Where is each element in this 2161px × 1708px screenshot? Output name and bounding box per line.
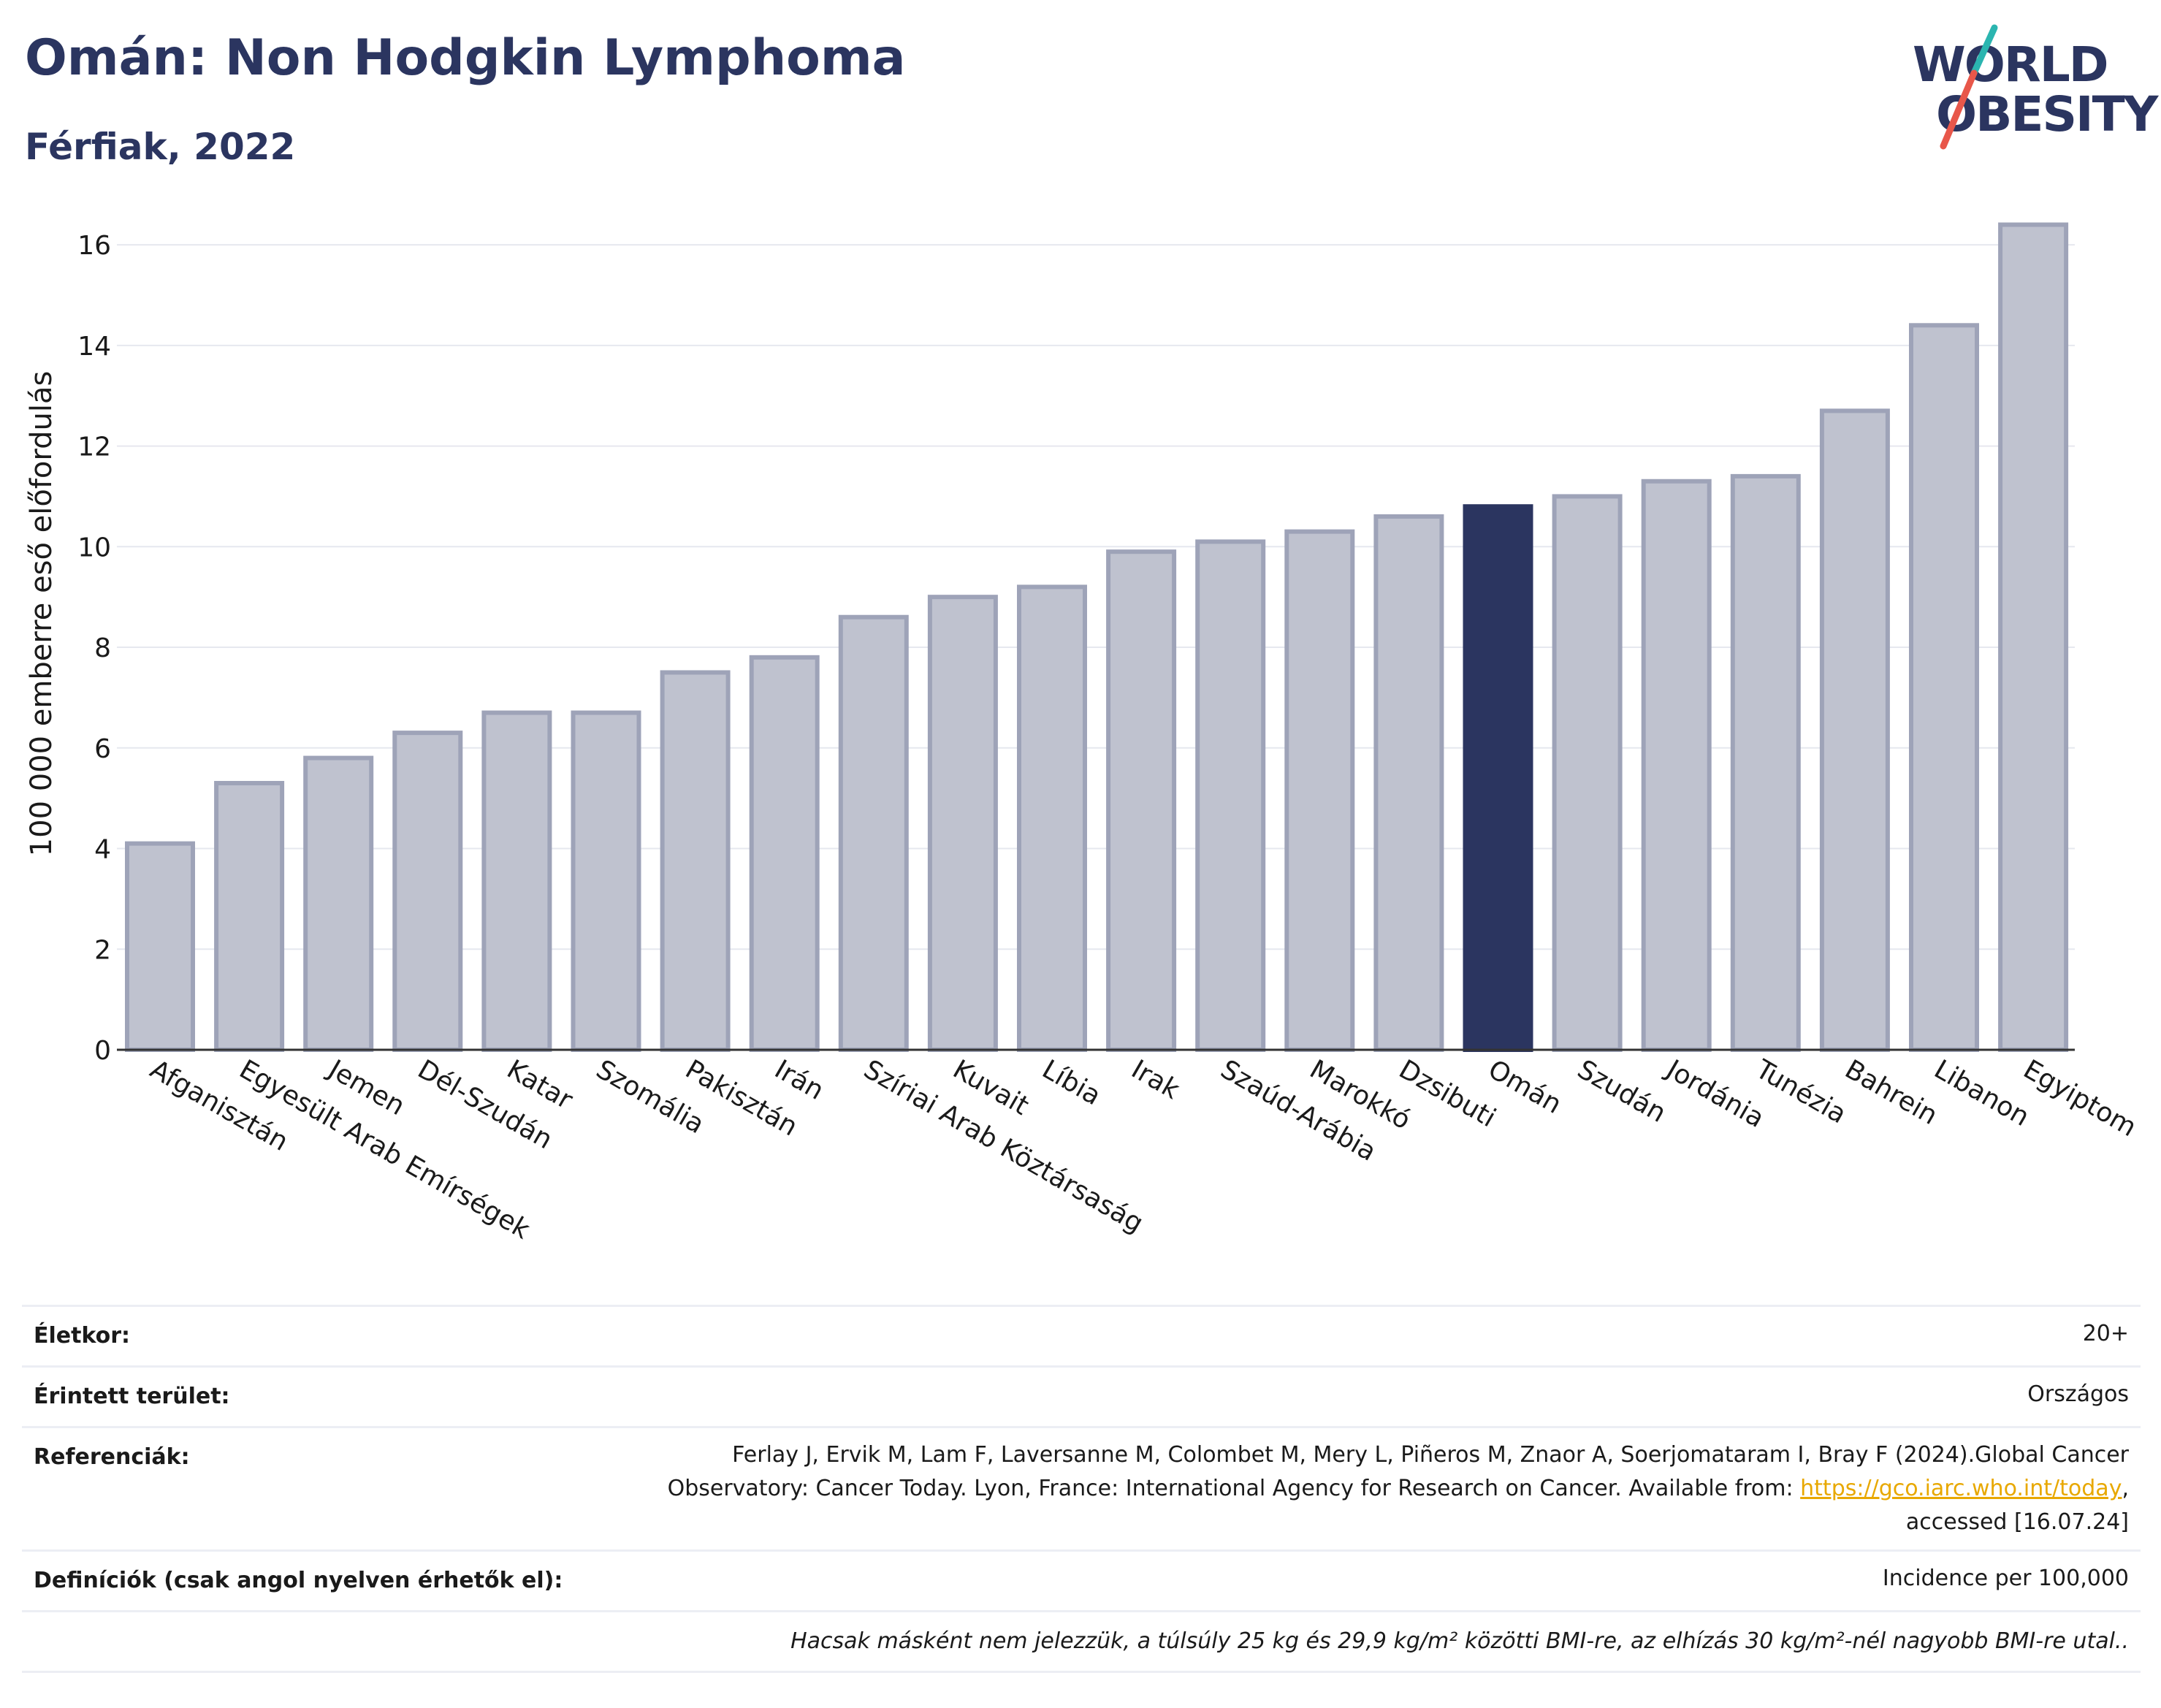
x-tick-label: Dzsibuti — [1394, 1054, 1501, 1133]
x-tick-label: Egyiptom — [2019, 1054, 2142, 1143]
y-tick-label: 6 — [94, 734, 111, 764]
area-label: Érintett terület: — [34, 1384, 230, 1409]
y-axis-label: 100 000 emberre eső előfordulás — [25, 371, 58, 857]
info-row-definitions: Definíciók (csak angol nyelven érhetők e… — [22, 1552, 2141, 1612]
x-tick-label: Tunézia — [1750, 1054, 1851, 1130]
bar-bahrein — [1819, 408, 1890, 1052]
x-tick-label: Líbia — [1037, 1054, 1106, 1111]
reference-line-2-text: Observatory: Cancer Today. Lyon, France:… — [667, 1476, 1801, 1501]
chart-title: Omán: Non Hodgkin Lymphoma — [25, 29, 906, 87]
bar-jemen — [303, 755, 374, 1053]
logo-text-world: WORLD — [1913, 37, 2109, 93]
references-value: Ferlay J, Ervik M, Lam F, Laversanne M, … — [668, 1438, 2129, 1539]
bar-szaúd-arábia — [1195, 539, 1266, 1052]
bar-szomália — [571, 710, 641, 1052]
y-tick-label: 4 — [94, 835, 111, 865]
info-table: Életkor: 20+ Érintett terület: Országos … — [22, 1305, 2141, 1673]
bar-katar — [481, 710, 552, 1052]
bmi-note: Hacsak másként nem jelezzük, a túlsúly 2… — [790, 1628, 2129, 1654]
bar-libanon — [1909, 323, 1979, 1052]
logo-slash-icon — [1940, 24, 1998, 150]
bar-afganisztán — [125, 841, 195, 1053]
info-row-age: Életkor: 20+ — [22, 1307, 2141, 1368]
y-tick-label: 12 — [77, 432, 111, 462]
info-row-references: Referenciák: Ferlay J, Ervik M, Lam F, L… — [22, 1428, 2141, 1552]
y-tick-label: 0 — [94, 1036, 111, 1066]
y-tick-label: 10 — [77, 533, 111, 563]
x-tick-label: Szudán — [1572, 1054, 1671, 1129]
y-tick-label: 14 — [77, 332, 111, 362]
x-tick-label: Irán — [769, 1054, 828, 1106]
bar-egyesült-arab-emírségek — [214, 780, 285, 1052]
bar-irán — [749, 655, 820, 1052]
x-tick-label: Libanon — [1929, 1054, 2035, 1132]
bar-dél-szudán — [392, 731, 463, 1052]
reference-line-3: accessed [16.07.24] — [1905, 1509, 2129, 1535]
x-tick-label: Szaúd-Arábia — [1216, 1054, 1381, 1167]
x-tick-label: Jordánia — [1660, 1053, 1769, 1134]
definitions-value: Incidence per 100,000 — [1882, 1566, 2129, 1591]
bar-marokkó — [1284, 529, 1355, 1052]
age-value: 20+ — [2082, 1321, 2129, 1346]
bar-egyiptom — [1998, 222, 2069, 1052]
x-tick-label: Bahrein — [1840, 1054, 1942, 1131]
bar-líbia — [1017, 584, 1087, 1052]
y-tick-labels: 0 2 4 6 8 10 12 14 16 — [77, 231, 111, 1066]
info-row-area: Érintett terület: Országos — [22, 1368, 2141, 1428]
bar-jordánia — [1641, 479, 1712, 1052]
age-label: Életkor: — [34, 1323, 131, 1349]
reference-line-2: Observatory: Cancer Today. Lyon, France:… — [668, 1472, 2129, 1506]
bar-pakisztán — [660, 670, 731, 1052]
area-value: Országos — [2027, 1381, 2129, 1407]
reference-line-2-end: , — [2122, 1476, 2129, 1501]
world-obesity-logo: WORLD OBESITY — [1907, 22, 2158, 153]
bar-szudán — [1552, 494, 1623, 1052]
y-tick-label: 16 — [77, 231, 111, 261]
x-tick-label: Irak — [1127, 1054, 1185, 1105]
info-row-note: Hacsak másként nem jelezzük, a túlsúly 2… — [22, 1612, 2141, 1673]
y-tick-label: 2 — [94, 935, 111, 965]
bar-irak — [1106, 549, 1177, 1052]
chart-subtitle: Férfiak, 2022 — [25, 126, 296, 168]
bar-kuvait — [927, 595, 998, 1052]
bar-szíriai-arab-köztársaság — [838, 614, 909, 1052]
references-label: Referenciák: — [34, 1444, 190, 1470]
bar-tunézia — [1730, 473, 1801, 1052]
bar-omán — [1463, 504, 1533, 1052]
bar-dzsibuti — [1373, 514, 1444, 1052]
definitions-label: Definíciók (csak angol nyelven érhetők e… — [34, 1568, 563, 1593]
logo-text-obesity: OBESITY — [1936, 86, 2158, 142]
y-tick-label: 8 — [94, 633, 111, 663]
reference-link[interactable]: https://gco.iarc.who.int/today — [1800, 1476, 2122, 1501]
reference-line-1: Ferlay J, Ervik M, Lam F, Laversanne M, … — [732, 1442, 2129, 1468]
bars — [125, 222, 2069, 1053]
